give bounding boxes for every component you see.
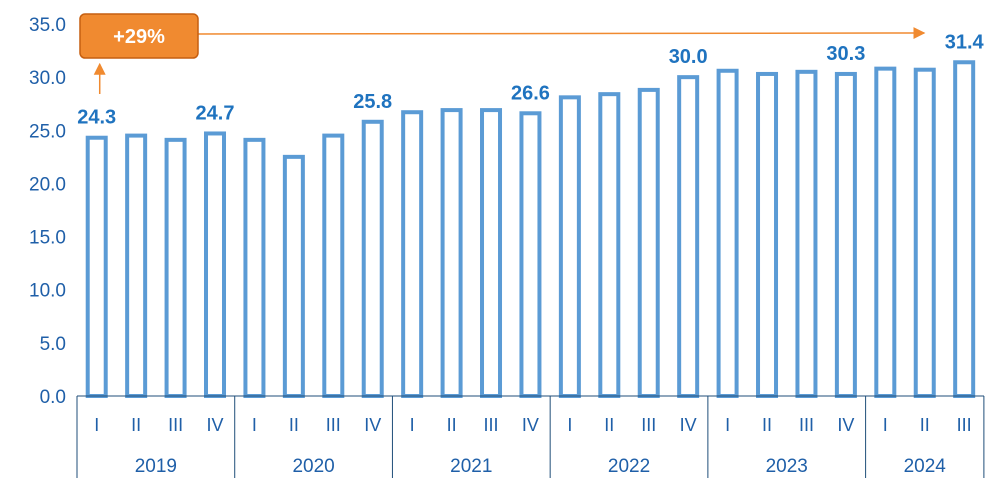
bar (164, 137, 187, 398)
y-tick-label: 10.0 (29, 281, 66, 302)
bar (519, 111, 542, 398)
x-tick-label: II (131, 415, 141, 435)
y-tick-label: 30.0 (29, 68, 66, 89)
bar (637, 87, 660, 398)
x-tick-label: IV (837, 415, 854, 435)
data-label: 24.3 (77, 107, 116, 129)
bar (440, 108, 463, 398)
bar (756, 71, 779, 398)
x-tick-label: IV (206, 415, 223, 435)
data-labels: 24.3 24.7 25.8 26.6 30.0 30.3 31.4 (77, 31, 984, 128)
year-label: 2024 (904, 456, 947, 477)
bar (834, 71, 857, 398)
x-tick-label: II (447, 415, 457, 435)
y-tick-label: 0.0 (40, 387, 66, 408)
data-label: 30.3 (826, 43, 865, 65)
bar (558, 95, 581, 399)
bar (913, 67, 936, 399)
bar (322, 133, 345, 398)
x-tick-label: I (567, 415, 572, 435)
x-tick-label: II (762, 415, 772, 435)
y-tick-label: 5.0 (40, 334, 66, 355)
x-tick-label: III (641, 415, 656, 435)
x-tick-label: I (252, 415, 257, 435)
x-tick-label: I (410, 415, 415, 435)
bar (243, 137, 266, 398)
year-label: 2020 (292, 456, 334, 477)
x-tick-label: III (326, 415, 341, 435)
data-label: 31.4 (945, 31, 985, 53)
bar (401, 110, 424, 399)
x-tick-label: III (484, 415, 499, 435)
year-label: 2019 (135, 456, 177, 477)
growth-badge-text: +29% (113, 26, 165, 48)
growth-callout: +29% (79, 13, 926, 94)
x-tick-label: I (725, 415, 730, 435)
bar (282, 154, 305, 398)
bar (874, 66, 897, 398)
x-tick-label: III (957, 415, 972, 435)
x-tick-label: III (168, 415, 183, 435)
data-label: 25.8 (353, 91, 392, 113)
growth-badge (79, 13, 199, 59)
bar (795, 69, 818, 398)
year-label: 2022 (608, 456, 650, 477)
bar (361, 119, 384, 398)
x-tick-label: IV (364, 415, 381, 435)
data-label: 26.6 (511, 82, 550, 104)
data-label: 24.7 (196, 102, 235, 124)
bar (204, 131, 227, 399)
x-tick-label: II (604, 415, 614, 435)
x-tick-label: III (799, 415, 814, 435)
x-tick-label: II (920, 415, 930, 435)
x-tick-label: I (94, 415, 99, 435)
bar (125, 133, 148, 398)
year-label: 2023 (766, 456, 808, 477)
x-tick-label: II (289, 415, 299, 435)
bar (598, 92, 621, 399)
year-label: 2021 (450, 456, 492, 477)
bar (716, 68, 739, 398)
bar (677, 75, 700, 399)
y-tick-label: 20.0 (29, 174, 66, 195)
y-tick-label: 35.0 (29, 15, 66, 36)
x-axis: I II III IV I II III IV I II III IV I II III IV I II III IV… (76, 395, 985, 478)
y-tick-label: 15.0 (29, 228, 66, 249)
bar (85, 135, 108, 398)
x-tick-label: I (883, 415, 888, 435)
y-axis: 0.0 5.0 10.0 15.0 20.0 25.0 30.0 35.0 (29, 15, 66, 408)
x-tick-label: IV (680, 415, 697, 435)
growth-arrow-line (197, 27, 926, 40)
data-label: 30.0 (669, 46, 708, 68)
y-tick-label: 25.0 (29, 121, 66, 142)
x-tick-label: IV (522, 415, 539, 435)
bar (480, 108, 503, 398)
bar (953, 60, 976, 399)
